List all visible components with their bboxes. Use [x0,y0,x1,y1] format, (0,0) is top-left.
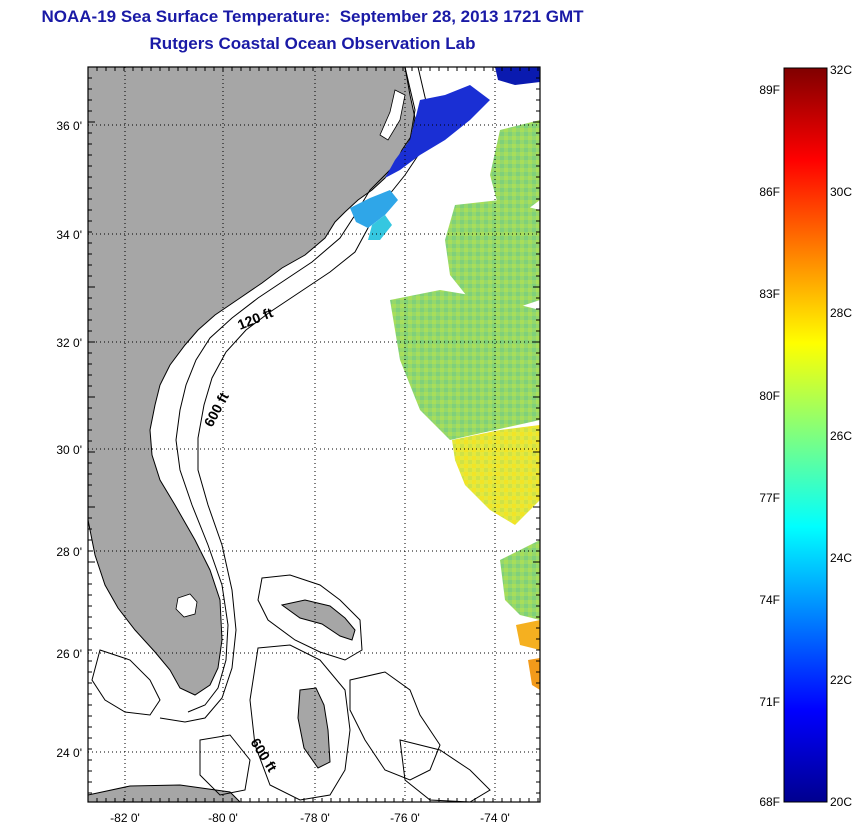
fahrenheit-label: 77F [759,491,780,505]
lon-label: -80 0' [208,811,238,825]
lat-label: 34 0' [56,228,82,242]
lon-label: -74 0' [480,811,510,825]
celsius-scale: 32C 30C 28C 26C 24C 22C 20C [830,63,852,809]
map-frame [87,66,541,803]
land-cuba-edge [88,784,241,802]
lake-okeechobee [175,593,198,618]
fahrenheit-scale: 89F 86F 83F 80F 77F 74F 71F 68F [759,83,780,809]
fahrenheit-label: 89F [759,83,780,97]
celsius-label: 22C [830,673,852,687]
land-andros [297,687,331,769]
latitude-labels: 36 0' 34 0' 32 0' 30 0' 28 0' 26 0' 24 0… [56,119,82,760]
graticule [88,67,540,802]
map-subtitle: Rutgers Coastal Ocean Observation Lab [149,34,476,53]
land-grand-bahama [280,599,356,641]
celsius-label: 26C [830,429,852,443]
celsius-label: 20C [830,795,852,809]
lat-label: 30 0' [56,443,82,457]
sst-observations [350,67,540,690]
lon-label: -76 0' [390,811,420,825]
fahrenheit-label: 83F [759,287,780,301]
longitude-labels: -82 0' -80 0' -78 0' -76 0' -74 0' [110,811,510,825]
fahrenheit-label: 74F [759,593,780,607]
fahrenheit-label: 68F [759,795,780,809]
celsius-label: 24C [830,551,852,565]
colorbar-gradient [783,67,828,803]
fahrenheit-label: 71F [759,695,780,709]
frame-ticks [88,67,540,802]
lon-label: -82 0' [110,811,140,825]
celsius-label: 30C [830,185,852,199]
lat-label: 26 0' [56,647,82,661]
fahrenheit-label: 80F [759,389,780,403]
map-title: NOAA-19 Sea Surface Temperature: Septemb… [41,7,584,26]
lat-label: 24 0' [56,746,82,760]
celsius-label: 28C [830,306,852,320]
lat-label: 28 0' [56,545,82,559]
temperature-colorbar: 32C 30C 28C 26C 24C 22C 20C 89F 86F 83F … [759,63,852,809]
lat-label: 32 0' [56,336,82,350]
celsius-label: 32C [830,63,852,77]
lat-label: 36 0' [56,119,82,133]
fahrenheit-label: 86F [759,185,780,199]
lon-label: -78 0' [300,811,330,825]
